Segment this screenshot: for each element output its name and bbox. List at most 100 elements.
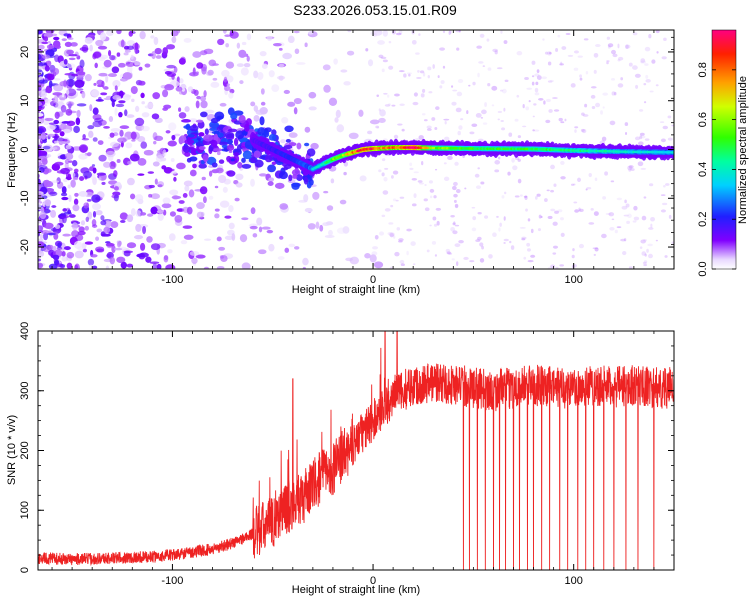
spectrogram-noise-blob — [394, 251, 400, 257]
spectrogram-noise-blob — [167, 249, 173, 254]
spectrogram-noise-blob — [260, 88, 265, 95]
spectrogram-noise-blob — [67, 37, 74, 41]
spectrogram-noise-blob — [54, 54, 60, 63]
spectrogram-noise-blob — [659, 121, 665, 124]
spectrogram-noise-blob — [277, 256, 285, 260]
spectrogram-noise-blob — [554, 210, 559, 214]
spectrogram-noise-blob — [134, 42, 139, 50]
spectrogram-noise-blob — [288, 243, 296, 248]
spectrogram-noise-blob — [552, 221, 558, 226]
spectrogram-noise-blob — [421, 113, 426, 116]
spectrogram-noise-blob — [458, 30, 461, 33]
spectrogram-noise-blob — [378, 54, 384, 58]
spectrogram-noise-blob — [53, 67, 60, 75]
spectrogram-noise-blob — [469, 131, 475, 135]
spectrogram-noise-blob — [427, 66, 432, 71]
spectrogram-noise-blob — [406, 250, 409, 256]
spectrogram-noise-blob — [411, 177, 418, 181]
spectrogram-noise-blob — [530, 254, 536, 258]
spectrogram-noise-blob — [521, 236, 527, 240]
spectrogram-noise-blob — [372, 246, 378, 250]
spectrogram-noise-blob — [579, 77, 583, 81]
spectrogram-noise-blob — [632, 32, 638, 36]
spectrogram-noise-blob — [514, 118, 519, 122]
spectrogram-noise-blob — [162, 89, 169, 98]
snr-background — [38, 331, 674, 570]
spectrogram-noise-blob — [73, 240, 83, 249]
spectrogram-noise-blob — [70, 179, 76, 188]
spectrogram-transition-blob — [210, 139, 218, 147]
spectrogram-noise-blob — [80, 220, 86, 226]
spectrogram-noise-blob — [56, 263, 64, 267]
spectrogram-frame — [37, 29, 675, 270]
spectrogram-noise-blob — [234, 197, 240, 202]
spectrogram-noise-blob — [409, 162, 413, 167]
spectrogram-noise-blob — [479, 242, 484, 247]
spectrogram-noise-blob — [91, 224, 98, 228]
spectrogram-noise-blob — [50, 209, 57, 218]
spectrogram-noise-blob — [634, 136, 641, 141]
spectrogram-noise-blob — [203, 196, 207, 204]
spectrogram-noise-blob — [92, 107, 99, 115]
spectrogram-noise-blob — [509, 240, 512, 244]
spectrogram-noise-blob — [97, 140, 104, 145]
spectrogram-noise-blob — [480, 117, 484, 119]
spectrogram-noise-blob — [379, 109, 386, 117]
spectrogram-noise-blob — [504, 191, 507, 195]
spectrogram-noise-blob — [61, 38, 68, 42]
spectrogram-noise-blob — [611, 49, 616, 55]
spectrogram-noise-blob — [602, 106, 605, 109]
spectrogram-noise-blob — [112, 95, 122, 100]
spectrogram-noise-blob — [308, 91, 317, 99]
spectrogram-noise-blob — [68, 194, 72, 203]
spectrogram-noise-blob — [391, 30, 396, 35]
spectrogram-noise-blob — [455, 107, 462, 113]
spectrogram-noise-blob — [236, 63, 244, 68]
spectrogram-transition-blob — [284, 125, 294, 133]
spectrogram-noise-blob — [398, 238, 404, 242]
spectrogram-noise-blob — [66, 262, 73, 269]
spectrogram-noise-blob — [260, 101, 266, 106]
spectrogram-noise-blob — [526, 242, 531, 247]
spectrogram-noise-blob — [71, 73, 79, 77]
spectrogram-transition-blob — [185, 123, 191, 131]
spectrogram-noise-blob — [551, 97, 558, 100]
spectrogram-noise-blob — [84, 241, 94, 245]
spectrogram-noise-blob — [601, 233, 607, 239]
spectrogram-noise-blob — [655, 239, 658, 242]
spectrogram-noise-blob — [387, 94, 390, 98]
spectrogram-noise-blob — [153, 36, 159, 46]
spectrogram-ylabel: Frequency (Hz) — [6, 112, 18, 188]
spectrogram-noise-blob — [105, 242, 115, 247]
spectrogram-noise-blob — [508, 132, 513, 137]
spectrogram-noise-blob — [634, 73, 641, 78]
spectrogram-noise-blob — [392, 198, 397, 202]
spectrogram-noise-blob — [547, 51, 552, 56]
spectrogram-noise-blob — [109, 132, 115, 138]
spectrogram-transition-blob — [226, 144, 235, 151]
spectrogram-noise-blob — [222, 186, 228, 193]
spectrogram-noise-blob — [204, 109, 215, 114]
spectrogram-noise-blob — [469, 260, 475, 263]
spectrogram-noise-blob — [388, 41, 392, 44]
spectrogram-noise-blob — [170, 158, 175, 163]
spectrogram-noise-blob — [421, 161, 424, 166]
spectrogram-noise-blob — [208, 170, 213, 177]
spectrogram-noise-blob — [103, 226, 111, 234]
spectrogram-noise-blob — [378, 108, 381, 112]
spectrogram-noise-blob — [347, 30, 352, 33]
spectrogram-noise-blob — [607, 45, 611, 49]
spectrogram-noise-blob — [191, 257, 198, 265]
spectrogram-noise-blob — [38, 262, 44, 269]
spectrogram-noise-blob — [534, 92, 540, 96]
spectrogram-noise-blob — [38, 167, 45, 173]
spectrogram-noise-blob — [454, 161, 459, 166]
spectrogram-noise-blob — [165, 130, 171, 134]
spectrogram-noise-blob — [477, 236, 482, 241]
spectrogram-noise-blob — [412, 101, 419, 106]
spectrogram-noise-blob — [250, 207, 256, 215]
spectrogram-noise-blob — [428, 91, 433, 94]
spectrogram-noise-blob — [88, 130, 94, 139]
spectrogram-noise-blob — [192, 67, 196, 76]
spectrogram-noise-blob — [38, 150, 48, 156]
